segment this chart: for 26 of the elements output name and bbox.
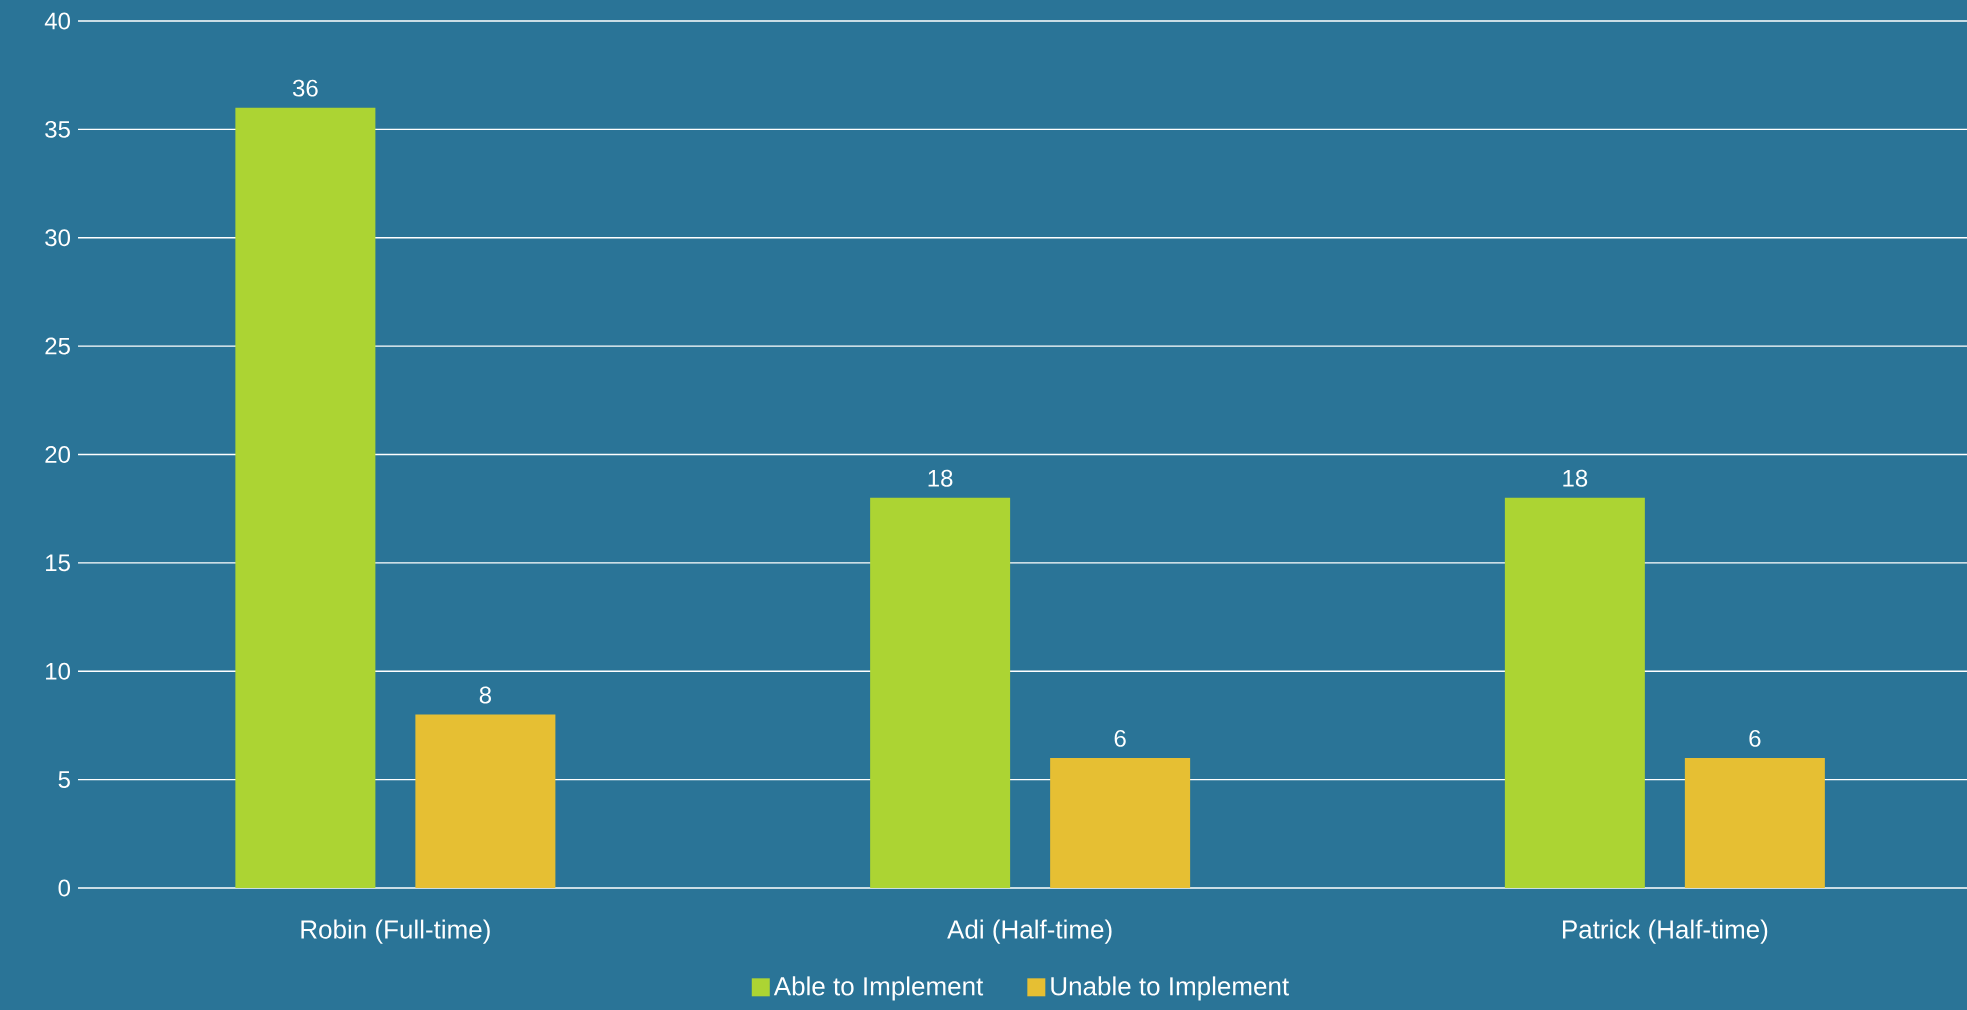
bar xyxy=(1504,497,1645,888)
y-tick-label: 0 xyxy=(58,879,71,897)
data-label: 18 xyxy=(928,469,953,487)
y-tick-label: 10 xyxy=(46,662,71,680)
legend-label: Unable to Implement xyxy=(1051,976,1289,1001)
y-tick-label: 30 xyxy=(45,229,71,247)
y-tick-label: 35 xyxy=(45,120,70,138)
data-label: 36 xyxy=(292,79,318,97)
y-tick-label: 5 xyxy=(58,771,70,788)
data-label: 8 xyxy=(479,686,491,704)
data-label: 6 xyxy=(1114,729,1126,747)
y-tick-label: 40 xyxy=(44,12,71,30)
y-tick-label: 20 xyxy=(45,446,71,463)
bar xyxy=(415,714,556,888)
data-label: 18 xyxy=(1563,469,1588,487)
bar xyxy=(1050,757,1191,888)
y-tick-label: 25 xyxy=(45,337,70,355)
bar xyxy=(1684,757,1825,888)
x-tick-label: Patrick (Half-time) xyxy=(1563,919,1768,944)
legend-label: Able to Implement xyxy=(773,976,984,1001)
y-tick-label: 15 xyxy=(46,554,70,572)
x-tick-label: Adi (Half-time) xyxy=(947,919,1112,944)
bar xyxy=(235,107,376,888)
bar xyxy=(870,497,1011,888)
x-tick-label: Robin (Full-time) xyxy=(301,919,490,944)
data-label: 6 xyxy=(1749,729,1761,747)
